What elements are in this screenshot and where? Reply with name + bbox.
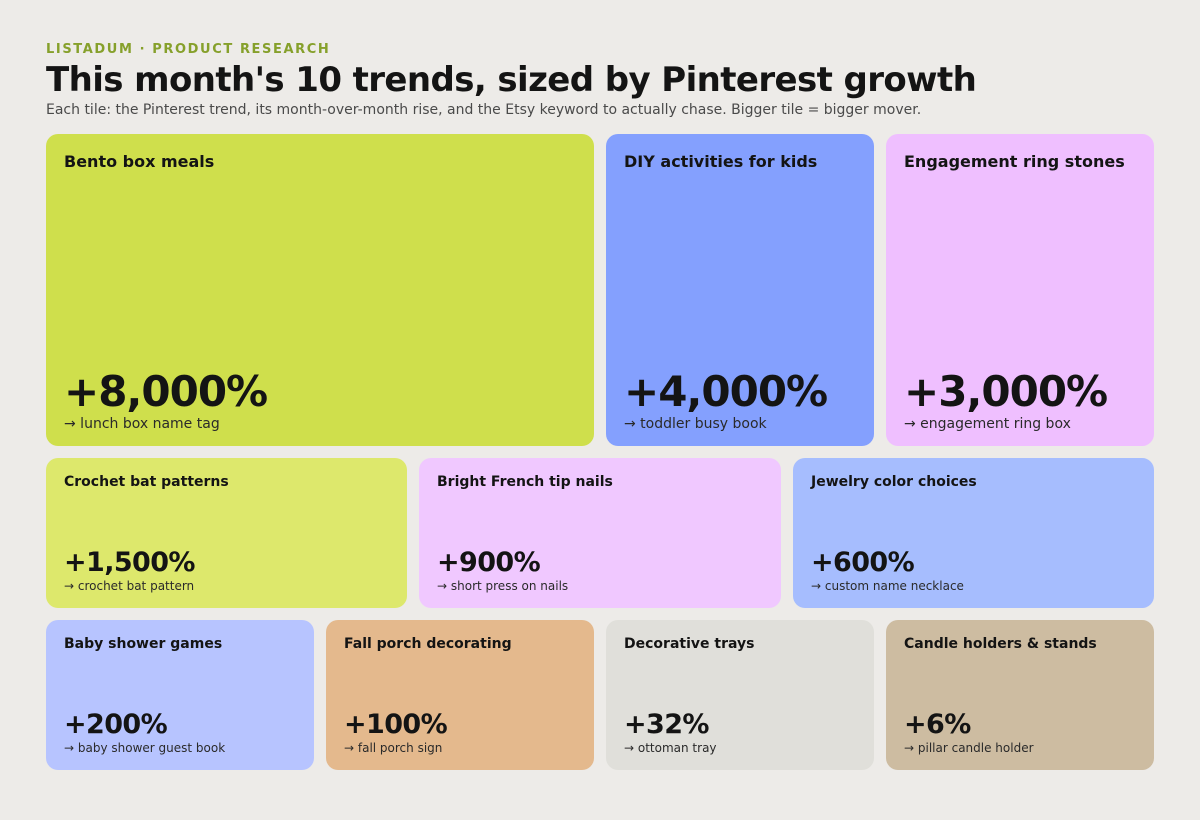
page-eyebrow: LISTADUM · PRODUCT RESEARCH xyxy=(46,42,331,57)
trend-tile: Crochet bat patterns +1,500% → crochet bat… xyxy=(46,458,407,608)
growth-value: +3,000% xyxy=(904,367,1108,416)
growth-value: +4,000% xyxy=(624,367,828,416)
trend-name: Engagement ring stones xyxy=(904,152,1125,171)
growth-value: +1,500% xyxy=(64,547,195,578)
etsy-keyword: → crochet bat pattern xyxy=(64,579,195,593)
trend-tile: Baby shower games +200% → baby shower gues… xyxy=(46,620,314,770)
etsy-keyword: → fall porch sign xyxy=(344,741,443,755)
growth-value: +200% xyxy=(64,709,168,740)
trend-tile: DIY activities for kids +4,000% → toddler … xyxy=(606,134,874,446)
etsy-keyword: → lunch box name tag xyxy=(64,416,220,432)
growth-value: +600% xyxy=(811,547,915,578)
trend-name: Crochet bat patterns xyxy=(64,474,229,490)
trend-name: Jewelry color choices xyxy=(811,474,977,490)
trend-name: Fall porch decorating xyxy=(344,636,512,652)
trend-tile: Engagement ring stones +3,000% → engagemen… xyxy=(886,134,1154,446)
etsy-keyword: → pillar candle holder xyxy=(904,741,1034,755)
trend-tile: Bright French tip nails +900% → short pres… xyxy=(419,458,781,608)
etsy-keyword: → engagement ring box xyxy=(904,416,1071,432)
trend-name: DIY activities for kids xyxy=(624,152,818,171)
growth-value: +900% xyxy=(437,547,541,578)
trend-name: Bento box meals xyxy=(64,152,215,171)
page-title: This month's 10 trends, sized by Pintere… xyxy=(46,60,977,100)
growth-value: +32% xyxy=(624,709,709,740)
growth-value: +8,000% xyxy=(64,367,268,416)
trend-name: Bright French tip nails xyxy=(437,474,613,490)
etsy-keyword: → custom name necklace xyxy=(811,579,964,593)
etsy-keyword: → baby shower guest book xyxy=(64,741,226,755)
trend-tile: Candle holders & stands +6% → pillar candl… xyxy=(886,620,1154,770)
etsy-keyword: → short press on nails xyxy=(437,579,569,593)
trend-tile: Fall porch decorating +100% → fall porch s… xyxy=(326,620,594,770)
trend-name: Candle holders & stands xyxy=(904,636,1097,652)
trend-name: Baby shower games xyxy=(64,636,223,652)
trend-tile: Decorative trays +32% → ottoman tray xyxy=(606,620,874,770)
growth-value: +100% xyxy=(344,709,448,740)
trend-tile: Bento box meals +8,000% → lunch box name t… xyxy=(46,134,594,446)
etsy-keyword: → toddler busy book xyxy=(624,416,767,432)
trend-tile: Jewelry color choices +600% → custom name … xyxy=(793,458,1154,608)
growth-value: +6% xyxy=(904,709,971,740)
trend-name: Decorative trays xyxy=(624,636,755,652)
etsy-keyword: → ottoman tray xyxy=(624,741,717,755)
page-subtitle: Each tile: the Pinterest trend, its mont… xyxy=(46,102,922,118)
